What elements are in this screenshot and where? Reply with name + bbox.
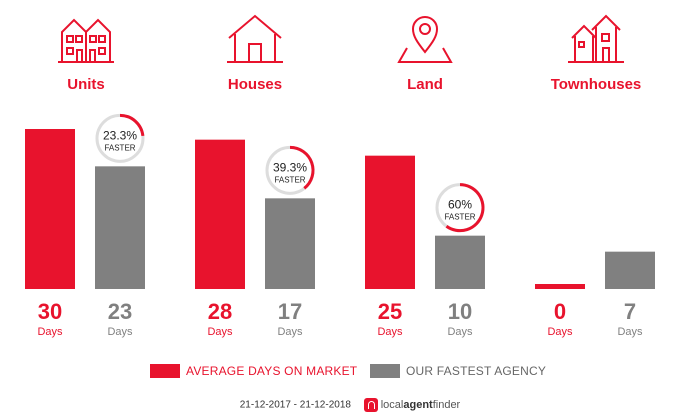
units-icon [58, 18, 114, 63]
bar-units-average [25, 129, 75, 289]
bar-houses-average [195, 139, 245, 289]
faster-percent-land: 60% [448, 198, 472, 212]
value-label-townhouses-fastest: 7 [624, 299, 636, 324]
legend-label-average: AVERAGE DAYS ON MARKET [186, 364, 358, 378]
unit-label-land-fastest: Days [447, 326, 473, 338]
footer: 21-12-2017 - 21-12-2018 local agent finder [0, 398, 700, 412]
brand-text-agent: agent [403, 399, 433, 411]
unit-label-land-average: Days [377, 326, 403, 338]
brand-text-finder: finder [432, 399, 461, 411]
legend-swatch-fastest [370, 364, 400, 378]
value-label-land-average: 25 [378, 299, 402, 324]
bar-houses-fastest [265, 198, 315, 289]
unit-label-units-fastest: Days [107, 326, 133, 338]
unit-label-houses-fastest: Days [277, 326, 303, 338]
faster-percent-units: 23.3% [103, 128, 137, 142]
faster-text-units: FASTER [104, 143, 135, 152]
category-label-townhouses: Townhouses [550, 76, 642, 93]
house-icon [227, 14, 283, 63]
category-label-houses: Houses [227, 76, 283, 93]
bar-land-average [365, 155, 415, 289]
brand-logo-icon [363, 398, 378, 412]
brand-text-local: local [380, 399, 404, 411]
faster-text-houses: FASTER [274, 175, 305, 184]
bar-townhouses-fastest [605, 251, 655, 289]
value-label-houses-average: 28 [208, 299, 232, 324]
faster-badge-arc-units [119, 113, 145, 137]
value-label-units-fastest: 23 [108, 299, 132, 324]
faster-text-land: FASTER [444, 213, 475, 222]
unit-label-townhouses-average: Days [547, 326, 573, 338]
value-label-houses-fastest: 17 [278, 299, 302, 324]
townhouses-icon [568, 14, 624, 63]
legend-item-average: AVERAGE DAYS ON MARKET [150, 364, 357, 378]
category-label-units: Units [67, 76, 105, 93]
value-label-townhouses-average: 0 [554, 299, 566, 324]
faster-percent-houses: 39.3% [273, 160, 307, 174]
faster-badge-arc-houses [289, 145, 315, 190]
brand-logo: local agent finder [363, 398, 461, 412]
legend-label-fastest: OUR FASTEST AGENCY [406, 364, 547, 378]
bar-units-fastest [95, 166, 145, 289]
value-label-units-average: 30 [38, 299, 62, 324]
bar-land-fastest [435, 235, 485, 289]
legend-item-fastest: OUR FASTEST AGENCY [370, 364, 546, 378]
bar-townhouses-average [535, 284, 585, 289]
land-pin-icon [397, 16, 453, 63]
faster-badge-arc-land [445, 183, 485, 233]
unit-label-houses-average: Days [207, 326, 233, 338]
unit-label-units-average: Days [37, 326, 63, 338]
unit-label-townhouses-fastest: Days [617, 326, 643, 338]
category-label-land: Land [407, 76, 443, 93]
date-range: 21-12-2017 - 21-12-2018 [239, 399, 351, 411]
value-label-land-fastest: 10 [448, 299, 472, 324]
legend-swatch-average [150, 364, 180, 378]
